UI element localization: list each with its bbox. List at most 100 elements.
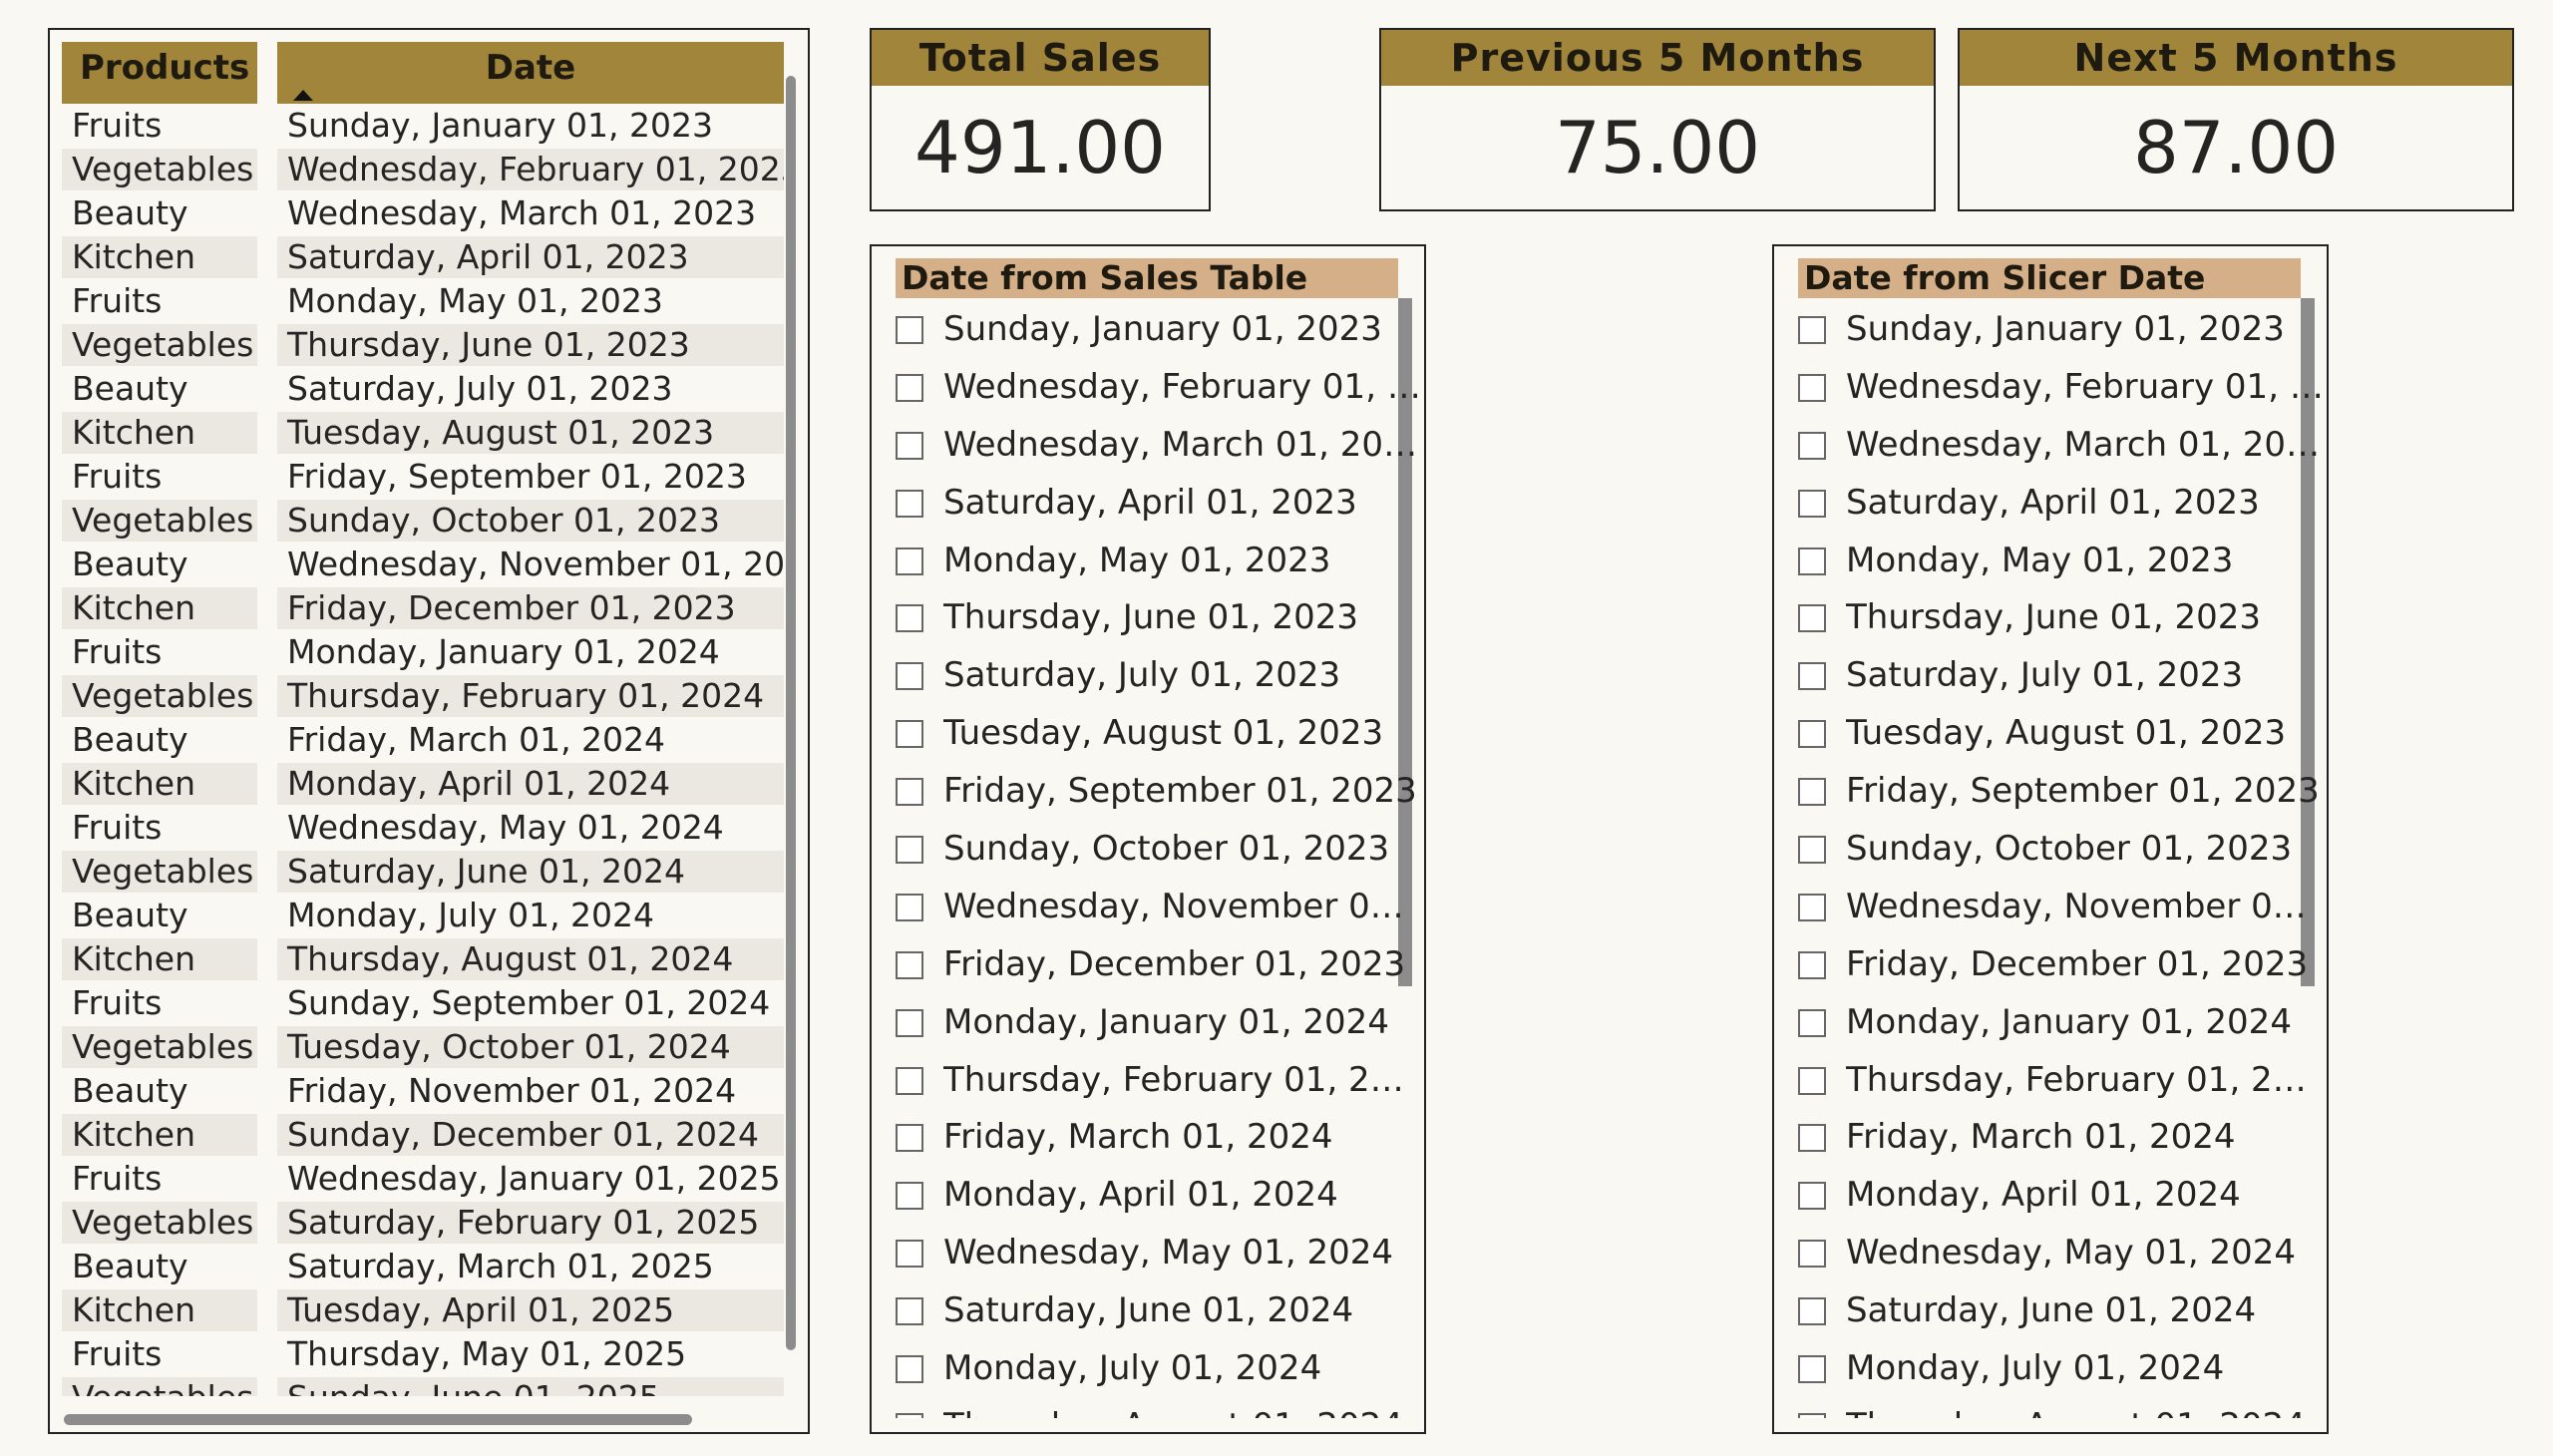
table-row[interactable]: Vegetables Thursday, June 01, 2023 [62,323,784,367]
slicer-item[interactable]: Friday, March 01, 2024 [1798,1109,2327,1167]
slicer-item[interactable]: Wednesday, March 01, 2023 [1798,417,2327,475]
checkbox-icon[interactable] [896,316,923,344]
column-header-date[interactable]: Date [277,42,784,104]
slicer-item[interactable]: Monday, April 01, 2024 [1798,1167,2327,1225]
table-vertical-scrollbar[interactable] [786,76,796,1350]
slicer-item[interactable]: Thursday, August 01, 2024 [896,1398,1424,1418]
slicer-item[interactable]: Sunday, October 01, 2023 [896,821,1424,879]
table-row[interactable]: Kitchen Monday, April 01, 2024 [62,762,784,806]
table-row[interactable]: Fruits Wednesday, January 01, 2025 [62,1157,784,1201]
checkbox-icon[interactable] [896,604,923,633]
slicer-item[interactable]: Monday, January 01, 2024 [1798,994,2327,1052]
checkbox-icon[interactable] [896,720,923,749]
slicer-item[interactable]: Wednesday, February 01, 2023 [896,359,1424,417]
checkbox-icon[interactable] [896,1412,923,1418]
checkbox-icon[interactable] [896,489,923,518]
table-row[interactable]: Beauty Wednesday, March 01, 2023 [62,191,784,235]
checkbox-icon[interactable] [896,893,923,921]
table-row[interactable]: Fruits Friday, September 01, 2023 [62,455,784,499]
slicer-item[interactable]: Wednesday, November 01, 2023 [1798,879,2327,936]
table-row[interactable]: Kitchen Thursday, August 01, 2024 [62,937,784,981]
slicer-item[interactable]: Thursday, June 01, 2023 [1798,589,2327,647]
checkbox-icon[interactable] [1798,1240,1826,1269]
slicer-item[interactable]: Monday, July 01, 2024 [1798,1340,2327,1398]
table-row[interactable]: Vegetables Sunday, October 01, 2023 [62,499,784,543]
checkbox-icon[interactable] [1798,604,1826,633]
column-header-products[interactable]: Products [62,42,257,104]
slicer-item[interactable]: Monday, May 01, 2023 [1798,533,2327,590]
checkbox-icon[interactable] [1798,720,1826,749]
slicer-date-from-slicer-date[interactable]: Date from Slicer Date Sunday, January 01… [1772,244,2329,1434]
table-row[interactable]: Vegetables Sunday, June 01, 2025 [62,1376,784,1396]
checkbox-icon[interactable] [896,778,923,807]
checkbox-icon[interactable] [1798,1008,1826,1037]
slicer-item[interactable]: Thursday, February 01, 2024 [1798,1052,2327,1110]
slicer-item[interactable]: Saturday, July 01, 2023 [1798,647,2327,705]
table-row[interactable]: Beauty Wednesday, November 01, 2023 [62,543,784,586]
checkbox-icon[interactable] [1798,893,1826,921]
table-row[interactable]: Kitchen Friday, December 01, 2023 [62,586,784,630]
checkbox-icon[interactable] [1798,1182,1826,1211]
checkbox-icon[interactable] [896,1355,923,1384]
checkbox-icon[interactable] [896,373,923,402]
checkbox-icon[interactable] [1798,1412,1826,1418]
slicer-item[interactable]: Monday, April 01, 2024 [896,1167,1424,1225]
slicer-item[interactable]: Monday, May 01, 2023 [896,533,1424,590]
slicer-item[interactable]: Tuesday, August 01, 2023 [896,705,1424,763]
table-horizontal-scrollbar[interactable] [64,1414,692,1425]
table-row[interactable]: Vegetables Saturday, June 01, 2024 [62,850,784,894]
checkbox-icon[interactable] [896,950,923,979]
slicer-item[interactable]: Friday, March 01, 2024 [896,1109,1424,1167]
table-row[interactable]: Kitchen Tuesday, April 01, 2025 [62,1288,784,1332]
checkbox-icon[interactable] [896,1124,923,1153]
slicer-item[interactable]: Thursday, August 01, 2024 [1798,1398,2327,1418]
checkbox-icon[interactable] [896,546,923,575]
table-row[interactable]: Beauty Saturday, March 01, 2025 [62,1245,784,1288]
slicer-date-from-sales-table[interactable]: Date from Sales Table Sunday, January 01… [870,244,1426,1434]
table-row[interactable]: Fruits Monday, January 01, 2024 [62,630,784,674]
slicer-item[interactable]: Saturday, June 01, 2024 [896,1282,1424,1340]
checkbox-icon[interactable] [1798,950,1826,979]
slicer-item[interactable]: Tuesday, August 01, 2023 [1798,705,2327,763]
table-row[interactable]: Fruits Wednesday, May 01, 2024 [62,806,784,850]
checkbox-icon[interactable] [896,662,923,691]
table-row[interactable]: Fruits Sunday, January 01, 2023 [62,104,784,148]
checkbox-icon[interactable] [1798,373,1826,402]
table-row[interactable]: Kitchen Sunday, December 01, 2024 [62,1113,784,1157]
slicer-item[interactable]: Friday, December 01, 2023 [1798,936,2327,994]
table-row[interactable]: Beauty Friday, March 01, 2024 [62,718,784,762]
sort-ascending-icon[interactable] [293,90,313,101]
checkbox-icon[interactable] [1798,1355,1826,1384]
slicer-item[interactable]: Friday, December 01, 2023 [896,936,1424,994]
checkbox-icon[interactable] [896,1066,923,1095]
table-row[interactable]: Fruits Monday, May 01, 2023 [62,279,784,323]
slicer-item[interactable]: Wednesday, February 01, 2023 [1798,359,2327,417]
slicer-item[interactable]: Sunday, January 01, 2023 [1798,301,2327,359]
table-row[interactable]: Beauty Saturday, July 01, 2023 [62,367,784,411]
slicer-item[interactable]: Monday, January 01, 2024 [896,994,1424,1052]
slicer-item[interactable]: Sunday, January 01, 2023 [896,301,1424,359]
table-row[interactable]: Beauty Friday, November 01, 2024 [62,1069,784,1113]
slicer-item[interactable]: Wednesday, May 01, 2024 [896,1225,1424,1282]
slicer-scrollbar[interactable] [1398,298,1412,986]
table-row[interactable]: Fruits Thursday, May 01, 2025 [62,1332,784,1376]
checkbox-icon[interactable] [1798,316,1826,344]
sales-table-visual[interactable]: Products Date Fruits Sunday, January 01, … [48,28,810,1434]
table-row[interactable]: Kitchen Tuesday, August 01, 2023 [62,411,784,455]
slicer-item[interactable]: Friday, September 01, 2023 [896,763,1424,821]
slicer-scrollbar[interactable] [2301,298,2315,986]
checkbox-icon[interactable] [1798,662,1826,691]
table-row[interactable]: Vegetables Thursday, February 01, 2024 [62,674,784,718]
slicer-item[interactable]: Thursday, February 01, 2024 [896,1052,1424,1110]
slicer-item[interactable]: Saturday, June 01, 2024 [1798,1282,2327,1340]
table-row[interactable]: Vegetables Wednesday, February 01, 2023 [62,148,784,191]
checkbox-icon[interactable] [896,431,923,460]
checkbox-icon[interactable] [896,836,923,865]
checkbox-icon[interactable] [1798,1124,1826,1153]
checkbox-icon[interactable] [896,1008,923,1037]
checkbox-icon[interactable] [896,1182,923,1211]
slicer-item[interactable]: Wednesday, November 01, 2023 [896,879,1424,936]
checkbox-icon[interactable] [896,1240,923,1269]
slicer-item[interactable]: Saturday, April 01, 2023 [896,475,1424,533]
checkbox-icon[interactable] [1798,778,1826,807]
